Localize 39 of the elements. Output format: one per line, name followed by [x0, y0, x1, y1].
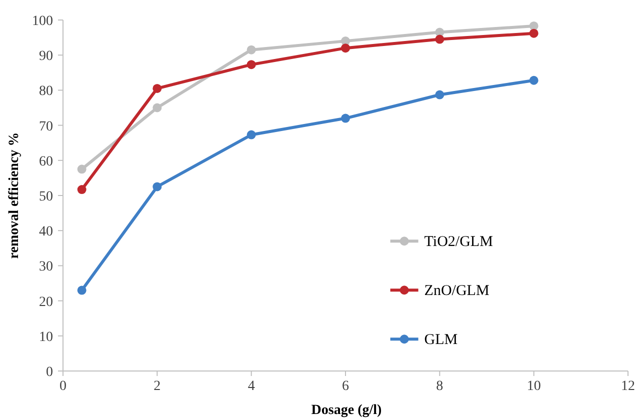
- y-tick-label: 30: [39, 260, 53, 275]
- point: [246, 45, 256, 54]
- y-tick-label: 90: [39, 49, 53, 64]
- y-tick-label: 40: [39, 224, 53, 240]
- x-tick-label: 8: [436, 379, 444, 394]
- y-tick-label: 80: [39, 84, 53, 100]
- y-tick-label: 20: [39, 294, 53, 310]
- point: [341, 114, 350, 123]
- point: [77, 164, 86, 174]
- legend-label: GLM: [424, 332, 458, 348]
- point: [529, 21, 538, 30]
- point: [435, 90, 444, 100]
- x-tick-label: 10: [526, 379, 541, 394]
- legend-label: ZnO/GLM: [424, 283, 490, 300]
- y-tick-label: 0: [46, 365, 53, 380]
- point: [152, 84, 162, 93]
- point: [246, 60, 256, 70]
- y-tick-label: 100: [32, 14, 53, 29]
- x-tick-label: 6: [342, 379, 349, 394]
- x-tick-label: 2: [154, 379, 161, 394]
- point: [529, 76, 538, 85]
- x-tick-label: 0: [60, 379, 66, 394]
- x-tick-label: 12: [621, 379, 635, 394]
- y-tick-label: 70: [39, 119, 53, 134]
- point: [77, 185, 86, 194]
- x-tick-label: 4: [248, 379, 255, 394]
- legend-label: TiO2/GLM: [424, 234, 493, 250]
- point: [435, 34, 444, 44]
- point: [246, 130, 256, 140]
- x-axis-title: Dosage (g/l): [311, 403, 382, 418]
- point: [152, 103, 162, 112]
- y-tick-label: 50: [39, 190, 53, 204]
- point: [152, 182, 162, 192]
- y-axis-title: removal efficiency %: [7, 132, 22, 259]
- point: [529, 28, 538, 38]
- point: [341, 44, 350, 53]
- y-tick-label: 60: [39, 154, 53, 170]
- point: [77, 286, 86, 295]
- y-tick-label: 10: [39, 330, 53, 345]
